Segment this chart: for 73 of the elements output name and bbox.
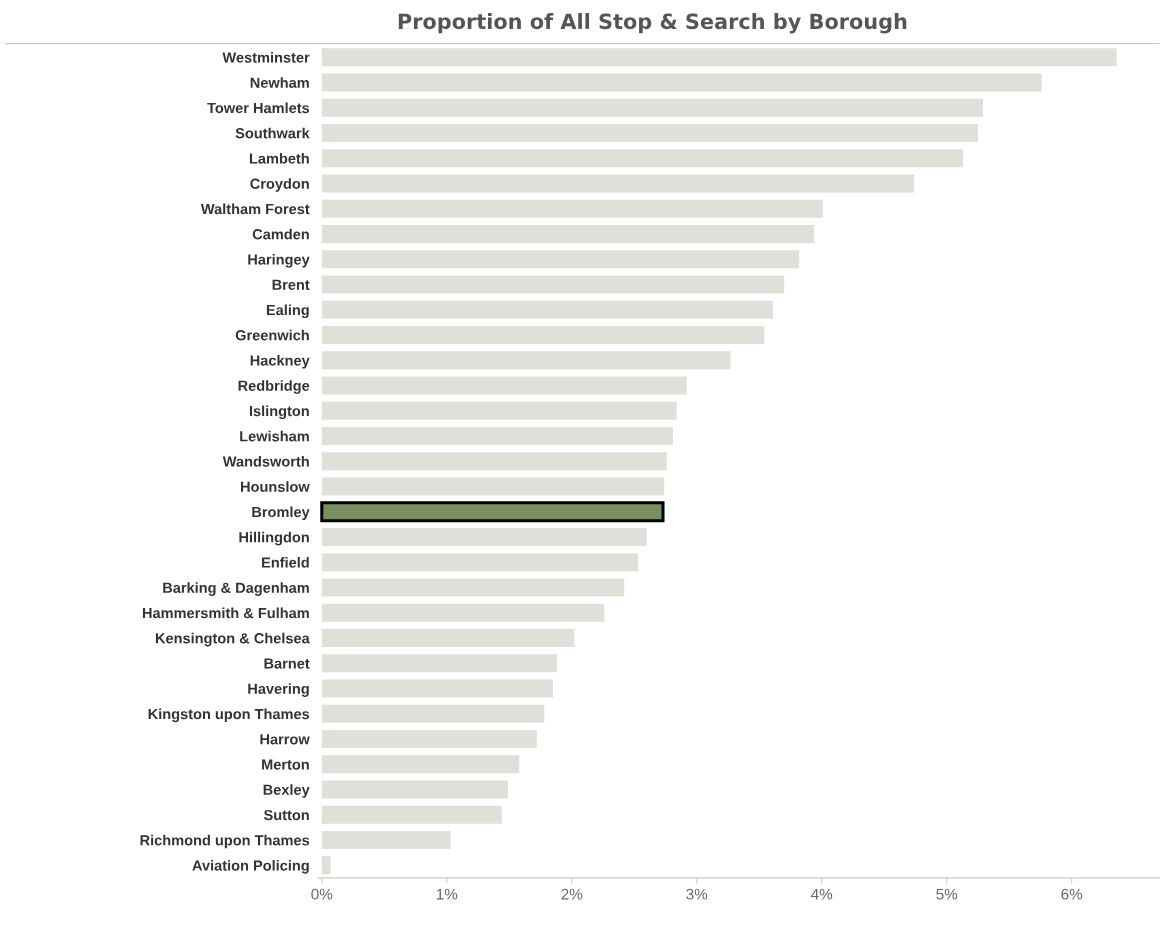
- y-tick-label: Bromley: [252, 506, 310, 521]
- bar: [321, 98, 983, 117]
- bar: [321, 73, 1042, 92]
- bar: [321, 578, 625, 597]
- bar: [321, 48, 1117, 67]
- y-tick-label: Kingston upon Thames: [148, 708, 310, 723]
- bar: [321, 174, 915, 193]
- x-tick-label: 4%: [811, 888, 833, 900]
- y-tick-label: Harrow: [260, 734, 310, 745]
- y-tick-label: Brent: [272, 279, 310, 290]
- x-tick-label: 0%: [311, 888, 333, 900]
- y-tick-label: Waltham Forest: [200, 203, 310, 215]
- bar: [321, 830, 451, 850]
- bar: [321, 856, 331, 875]
- bar: [321, 679, 554, 698]
- x-tick-label: 5%: [936, 888, 958, 900]
- y-tick-label: Bexley: [263, 784, 310, 798]
- y-tick-label: Havering: [248, 683, 309, 697]
- y-tick-label: Lambeth: [249, 152, 309, 164]
- y-tick-label: Islington: [249, 405, 309, 420]
- bar: [321, 224, 815, 244]
- y-tick-label: Hounslow: [241, 481, 310, 492]
- y-tick-label: Ealing: [266, 304, 309, 319]
- bar: [321, 149, 963, 168]
- bar: [321, 527, 647, 547]
- y-tick-label: Kensington & Chelsea: [155, 632, 310, 647]
- y-tick-label: Barking & Dagenham: [163, 582, 309, 596]
- y-tick-label: Greenwich: [235, 329, 309, 341]
- bar: [321, 300, 773, 319]
- y-tick-label: Barnet: [264, 658, 310, 669]
- bar: [321, 553, 638, 572]
- bar: [321, 654, 557, 673]
- bar: [321, 755, 520, 774]
- bar: [321, 275, 785, 294]
- bar: [321, 199, 823, 218]
- y-tick-label: Camden: [252, 228, 309, 240]
- bar: [321, 325, 765, 345]
- bar: [321, 603, 605, 622]
- y-tick-label: Richmond upon Thames: [140, 834, 310, 849]
- y-tick-label: Newham: [250, 77, 309, 88]
- y-tick-label: Haringey: [248, 253, 310, 268]
- y-tick-label: Wandsworth: [222, 455, 309, 467]
- y-tick-label: Merton: [262, 759, 309, 770]
- bar: [321, 628, 575, 648]
- bar: [321, 351, 731, 370]
- y-tick-label: Lewisham: [240, 430, 309, 442]
- y-tick-label: Redbridge: [238, 380, 310, 394]
- x-tick-label: 1%: [436, 888, 458, 900]
- bar: [321, 123, 978, 143]
- bar: [321, 805, 502, 824]
- bar: [321, 729, 537, 749]
- x-tick-label: 2%: [561, 888, 583, 900]
- y-tick-label: Enfield: [262, 556, 309, 568]
- y-tick-label: Sutton: [263, 809, 309, 821]
- y-tick-label: Southwark: [235, 127, 310, 139]
- y-tick-label: Croydon: [250, 178, 309, 192]
- bar: [321, 426, 673, 446]
- bar: [321, 401, 677, 420]
- bar: [321, 376, 687, 395]
- bar: [321, 477, 665, 496]
- y-tick-label: Westminster: [222, 51, 310, 63]
- y-tick-label: Hammersmith & Fulham: [142, 607, 309, 619]
- y-tick-label: Aviation Policing: [192, 859, 309, 874]
- x-tick-label: 3%: [686, 888, 708, 900]
- x-tick-label: 6%: [1061, 888, 1083, 900]
- y-tick-label: Tower Hamlets: [207, 102, 310, 114]
- bar: [321, 704, 545, 723]
- bar: [321, 780, 509, 799]
- chart-title: Proportion of All Stop & Search by Borough: [398, 13, 907, 34]
- bar: [321, 452, 667, 471]
- y-tick-label: Hillingdon: [239, 531, 309, 546]
- bar: [321, 250, 800, 269]
- y-tick-label: Hackney: [250, 354, 310, 369]
